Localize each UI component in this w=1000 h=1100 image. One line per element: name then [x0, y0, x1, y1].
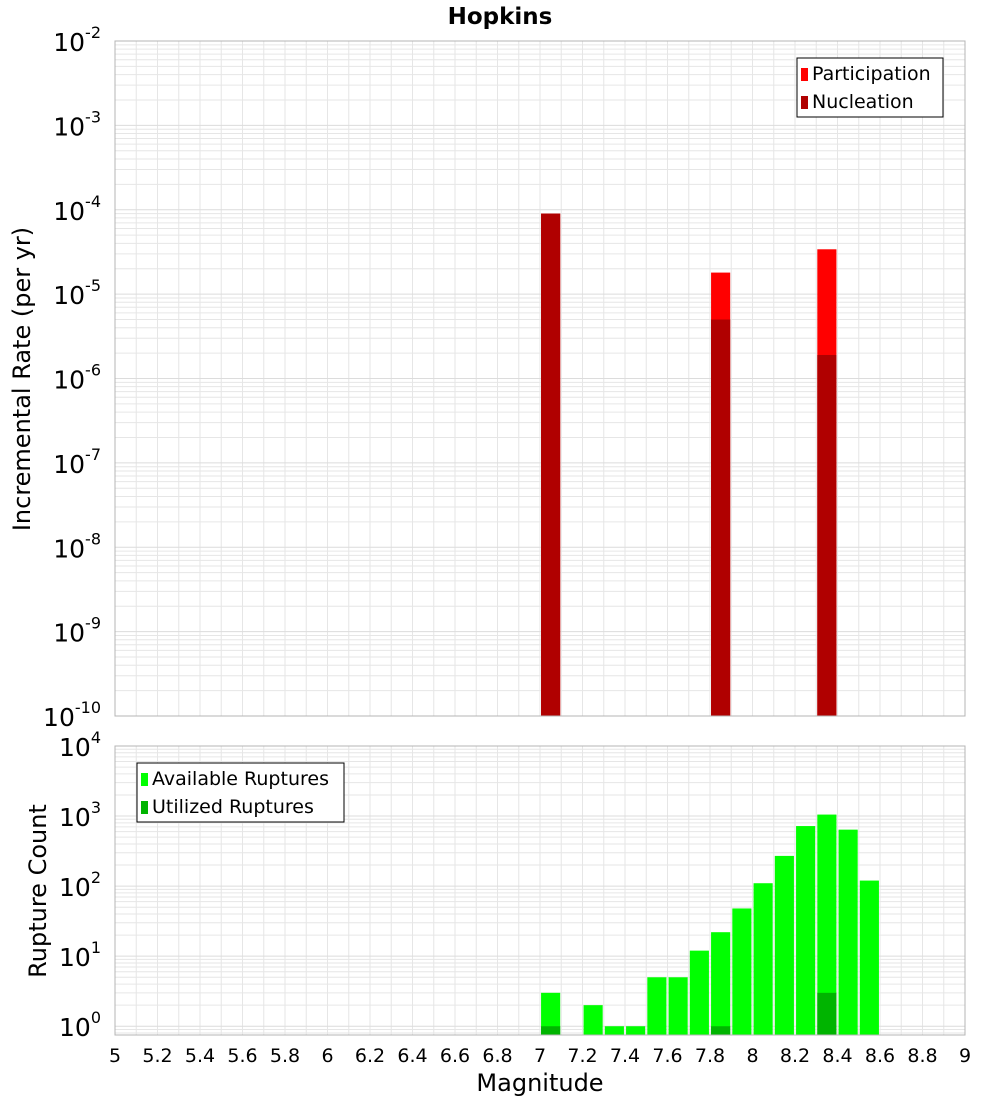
bottom-y-tick-label: 101: [59, 938, 101, 972]
x-tick-label: 8.6: [865, 1045, 895, 1067]
bottom-bar-available-ruptures: [711, 932, 731, 1035]
bottom-y-tick-label: 103: [59, 798, 101, 832]
x-tick-label: 8.2: [780, 1045, 810, 1067]
x-tick-label: 7: [534, 1045, 546, 1067]
top-legend-swatch: [801, 96, 808, 109]
top-y-tick-label: 10-8: [53, 529, 101, 563]
top-y-axis-label: Incremental Rate (per yr): [8, 227, 36, 531]
bottom-bar-available-ruptures: [647, 977, 667, 1035]
x-tick-label: 6.4: [397, 1045, 427, 1067]
bottom-bar-utilized-ruptures: [541, 1026, 561, 1035]
x-tick-label: 7.6: [652, 1045, 682, 1067]
x-tick-label: 5.8: [270, 1045, 300, 1067]
top-y-tick-label: 10-7: [53, 445, 101, 479]
top-bar-nucleation: [711, 319, 731, 716]
bottom-legend-swatch: [141, 773, 148, 786]
top-bar-nucleation: [541, 213, 561, 717]
bottom-bar-available-ruptures: [774, 855, 794, 1035]
x-tick-label: 5.4: [185, 1045, 215, 1067]
bottom-bar-available-ruptures: [604, 1026, 624, 1035]
top-y-tick-label: 10-3: [53, 107, 101, 141]
x-tick-label: 9: [959, 1045, 971, 1067]
top-legend-swatch: [801, 68, 808, 81]
bottom-legend-label: Utilized Ruptures: [152, 796, 314, 818]
top-y-tick-label: 10-5: [53, 276, 101, 310]
top-legend-label: Nucleation: [812, 91, 914, 113]
x-tick-label: 8.4: [822, 1045, 852, 1067]
bottom-bar-available-ruptures: [796, 826, 816, 1035]
top-y-tick-label: 10-6: [53, 361, 101, 395]
top-plot-frame: [114, 40, 966, 717]
bottom-bar-available-ruptures: [859, 880, 879, 1035]
top-y-tick-label: 10-10: [43, 698, 101, 732]
top-legend: [796, 57, 944, 118]
top-bar-nucleation: [817, 354, 837, 716]
top-y-tick-label: 10-9: [53, 614, 101, 648]
bottom-y-axis-label: Rupture Count: [24, 804, 52, 978]
bottom-bar-available-ruptures: [753, 883, 773, 1035]
bottom-bar-available-ruptures: [541, 992, 561, 1035]
bottom-legend: [136, 762, 345, 823]
bottom-bar-available-ruptures: [689, 950, 709, 1035]
x-tick-label: 7.4: [610, 1045, 640, 1067]
x-tick-label: 8.8: [907, 1045, 937, 1067]
x-tick-label: 6.6: [440, 1045, 470, 1067]
bottom-bar-utilized-ruptures: [817, 992, 837, 1035]
x-tick-label: 6.2: [355, 1045, 385, 1067]
bottom-bar-available-ruptures: [838, 829, 858, 1035]
top-y-tick-label: 10-2: [53, 23, 101, 57]
x-tick-label: 7.8: [695, 1045, 725, 1067]
x-tick-label: 6.8: [482, 1045, 512, 1067]
bottom-y-tick-label: 100: [59, 1008, 101, 1042]
x-tick-label: 5: [109, 1045, 121, 1067]
top-legend-label: Participation: [812, 63, 931, 85]
x-axis-label: Magnitude: [476, 1069, 603, 1097]
bottom-y-tick-label: 104: [59, 728, 101, 762]
bottom-legend-label: Available Ruptures: [152, 768, 329, 790]
bottom-bar-available-ruptures: [817, 814, 837, 1035]
x-tick-label: 5.6: [227, 1045, 257, 1067]
bottom-bar-available-ruptures: [583, 1005, 603, 1035]
bottom-bar-available-ruptures: [668, 977, 688, 1035]
x-tick-label: 5.2: [142, 1045, 172, 1067]
bottom-y-tick-label: 102: [59, 868, 101, 902]
x-tick-label: 6: [321, 1045, 333, 1067]
x-tick-label: 7.2: [567, 1045, 597, 1067]
bottom-bar-available-ruptures: [626, 1026, 646, 1035]
bottom-bar-utilized-ruptures: [711, 1026, 731, 1035]
bottom-plot-frame: [114, 745, 966, 1036]
x-tick-label: 8: [746, 1045, 758, 1067]
top-y-tick-label: 10-4: [53, 192, 101, 226]
bottom-bar-available-ruptures: [732, 908, 752, 1035]
chart-title: Hopkins: [448, 4, 553, 30]
bottom-legend-swatch: [141, 801, 148, 814]
